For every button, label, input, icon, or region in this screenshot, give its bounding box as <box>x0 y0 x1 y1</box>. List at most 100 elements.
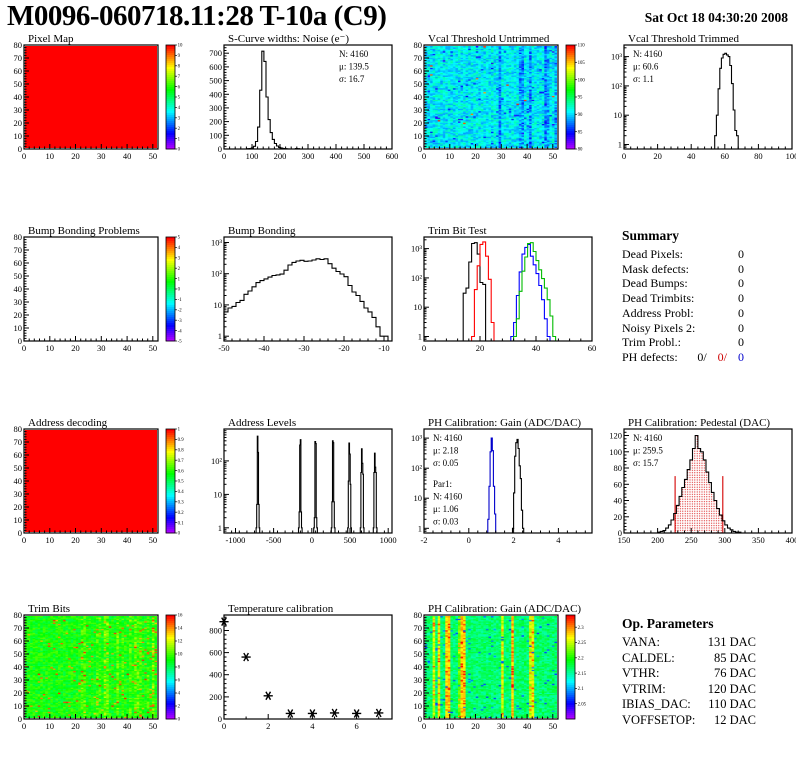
address_levels-plot-svg: -1000 -500 0 500 1000 1 10 10² Address Levels <box>211 417 397 545</box>
svg-text:80: 80 <box>578 148 583 153</box>
panel-title: PH Calibration: Pedestal (DAC) <box>628 417 770 429</box>
svg-text:400: 400 <box>209 89 222 99</box>
panel-pixel-map: 0 10 20 30 40 50 0 10 20 30 40 50 60 70 80 0 1 2 3 4 5 6 7 8 9 10… <box>0 30 199 208</box>
svg-text:1: 1 <box>178 428 181 433</box>
panel-bump-bonding: -50 -40 -30 -20 -10 1 10 10² 10³ Bump Bonding <box>200 222 399 400</box>
svg-text:400: 400 <box>786 535 796 545</box>
svg-text:30: 30 <box>97 535 106 545</box>
op_parameters-title: Op. Parameters <box>622 616 714 631</box>
svg-text:30: 30 <box>14 297 23 307</box>
bump_problems-plot-svg: 0 10 20 30 40 50 0 10 20 30 40 50 60 70 80 -5 -4 -3 -2 -1 0 1… <box>14 225 183 353</box>
svg-text:30: 30 <box>97 151 106 161</box>
svg-text:1: 1 <box>218 523 222 533</box>
svg-text:500: 500 <box>209 76 222 86</box>
svg-text:0: 0 <box>178 718 181 723</box>
svg-text:0: 0 <box>18 714 22 724</box>
svg-text:150: 150 <box>618 535 631 545</box>
svg-text:200: 200 <box>209 117 222 127</box>
svg-text:0.6: 0.6 <box>178 469 185 474</box>
svg-text:10: 10 <box>414 302 423 312</box>
svg-text:5: 5 <box>178 236 181 241</box>
panel-title: PH Calibration: Gain (ADC/DAC) <box>428 417 581 429</box>
stats-line: N: 4160 <box>633 433 663 443</box>
svg-text:2.15: 2.15 <box>578 672 587 677</box>
svg-text:10: 10 <box>14 515 23 525</box>
panel-title: Temperature calibration <box>228 603 334 615</box>
panel-vcal-threshold-trimmed: 0 20 40 60 80 100 1 10 10² 10³ Vcal Threshold Trim… <box>600 30 796 208</box>
svg-text:20: 20 <box>653 151 662 161</box>
svg-text:80: 80 <box>14 424 23 434</box>
svg-text:50: 50 <box>14 79 23 89</box>
svg-text:2.25: 2.25 <box>578 641 587 646</box>
stats-line: μ: 60.6 <box>633 62 659 72</box>
trim_bit_test-plot-svg: 0 20 40 60 1 10 10² 10³ Trim Bit Test <box>411 225 596 353</box>
op_parameters-row: VOFFSETOP: 12 DAC <box>622 712 756 727</box>
svg-text:2.1: 2.1 <box>578 687 585 692</box>
page-title: M0096-060718.11:28 T-10a (C9) <box>7 0 387 32</box>
svg-text:80: 80 <box>414 40 423 50</box>
svg-text:10²: 10² <box>411 463 423 473</box>
stats-line: μ: 2.18 <box>433 446 459 456</box>
svg-text:120: 120 <box>609 431 622 441</box>
svg-text:10²: 10² <box>211 269 223 279</box>
svg-text:0: 0 <box>422 343 426 353</box>
svg-text:500: 500 <box>358 151 371 161</box>
svg-text:0: 0 <box>467 535 471 545</box>
panel-address-decoding: 0 10 20 30 40 50 0 10 20 30 40 50 60 70 80 0 0.1 0.2 0.3 0.… <box>0 414 199 592</box>
svg-text:10: 10 <box>178 653 183 658</box>
svg-text:10: 10 <box>14 323 23 333</box>
svg-text:0: 0 <box>18 144 22 154</box>
stats-line: Par1: <box>433 479 452 489</box>
svg-text:40: 40 <box>414 662 423 672</box>
svg-text:10: 10 <box>446 721 455 731</box>
svg-text:90: 90 <box>578 113 583 118</box>
panel-title: Vcal Threshold Trimmed <box>628 33 740 45</box>
svg-text:0: 0 <box>218 144 222 154</box>
summary-row: Dead Bumps: 0 <box>622 276 744 291</box>
svg-text:0: 0 <box>310 535 314 545</box>
panel-title: PH Calibration: Gain (ADC/DAC) <box>428 603 581 615</box>
svg-text:40: 40 <box>123 721 132 731</box>
svg-text:40: 40 <box>14 476 23 486</box>
svg-text:20: 20 <box>414 118 423 128</box>
svg-text:80: 80 <box>754 151 763 161</box>
svg-text:2: 2 <box>178 705 181 710</box>
panel-summary: Summary Dead Pixels: 0 Mask defects: 0 Dead B… <box>600 222 796 400</box>
scatter-marker <box>285 709 295 718</box>
svg-text:0: 0 <box>618 528 622 538</box>
svg-text:800: 800 <box>209 625 222 635</box>
stats-line: σ: 0.05 <box>433 458 459 468</box>
summary-title: Summary <box>622 228 679 243</box>
svg-text:3: 3 <box>178 117 181 122</box>
svg-text:20: 20 <box>71 721 80 731</box>
svg-text:30: 30 <box>497 151 506 161</box>
stats-line: σ: 16.7 <box>339 74 365 84</box>
svg-text:30: 30 <box>14 675 23 685</box>
svg-text:40: 40 <box>14 92 23 102</box>
panel-ph-calibration-gain-map: 0 10 20 30 40 50 0 10 20 30 40 50 60 70 80 2.05 2.1 2.15 2… <box>400 600 599 772</box>
summary-row: Noisy Pixels 2: 0 <box>622 320 744 335</box>
svg-text:300: 300 <box>302 151 315 161</box>
op_parameters-row: VTHR: 76 DAC <box>622 666 756 681</box>
svg-text:40: 40 <box>123 535 132 545</box>
svg-text:-4: -4 <box>178 329 183 334</box>
svg-text:2.3: 2.3 <box>578 626 585 631</box>
svg-text:10: 10 <box>46 721 55 731</box>
svg-text:300: 300 <box>209 103 222 113</box>
svg-text:50: 50 <box>414 649 423 659</box>
stats-line: μ: 139.5 <box>339 62 369 72</box>
svg-text:40: 40 <box>14 662 23 672</box>
svg-text:100: 100 <box>578 78 586 83</box>
svg-text:60: 60 <box>614 479 623 489</box>
svg-text:-10: -10 <box>378 343 389 353</box>
svg-text:70: 70 <box>14 245 23 255</box>
svg-text:20: 20 <box>71 343 80 353</box>
svg-text:30: 30 <box>97 343 106 353</box>
svg-text:50: 50 <box>149 535 158 545</box>
svg-text:0: 0 <box>178 148 181 153</box>
op_parameters-row: CALDEL: 85 DAC <box>622 650 756 665</box>
svg-text:10: 10 <box>446 151 455 161</box>
panel-scurve-noise: 0 100 200 300 400 500 600 0 100 200 300 400 500 600 70… <box>200 30 399 208</box>
svg-text:20: 20 <box>471 151 480 161</box>
